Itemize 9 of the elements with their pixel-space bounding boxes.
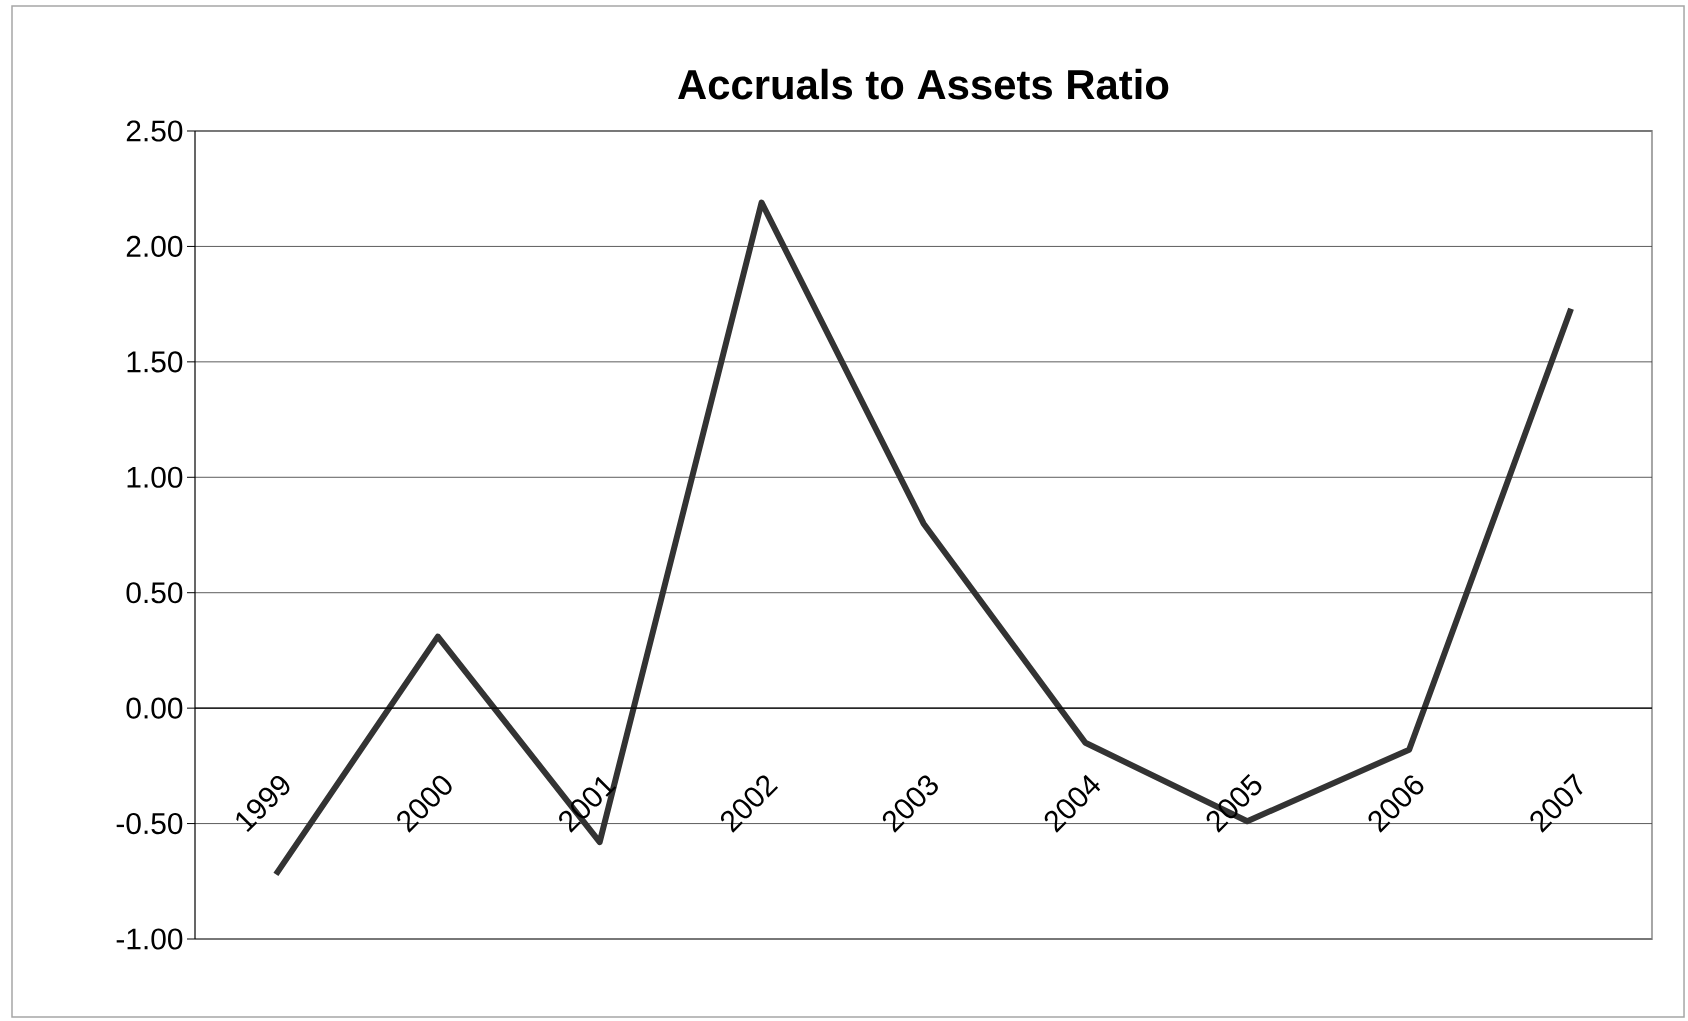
y-tick-label: 2.00 xyxy=(126,235,183,258)
y-tick-label: -1.00 xyxy=(116,928,183,950)
y-tick-label: -0.50 xyxy=(116,812,183,835)
y-tick-label: 0.50 xyxy=(126,582,183,604)
chart-title: Accruals to Assets Ratio xyxy=(678,68,1169,100)
y-tick-label: 2.50 xyxy=(126,120,183,142)
y-tick-label: 1.00 xyxy=(127,466,183,488)
y-tick-label: 0.00 xyxy=(126,697,183,719)
y-tick-label: 1.50 xyxy=(127,351,183,373)
